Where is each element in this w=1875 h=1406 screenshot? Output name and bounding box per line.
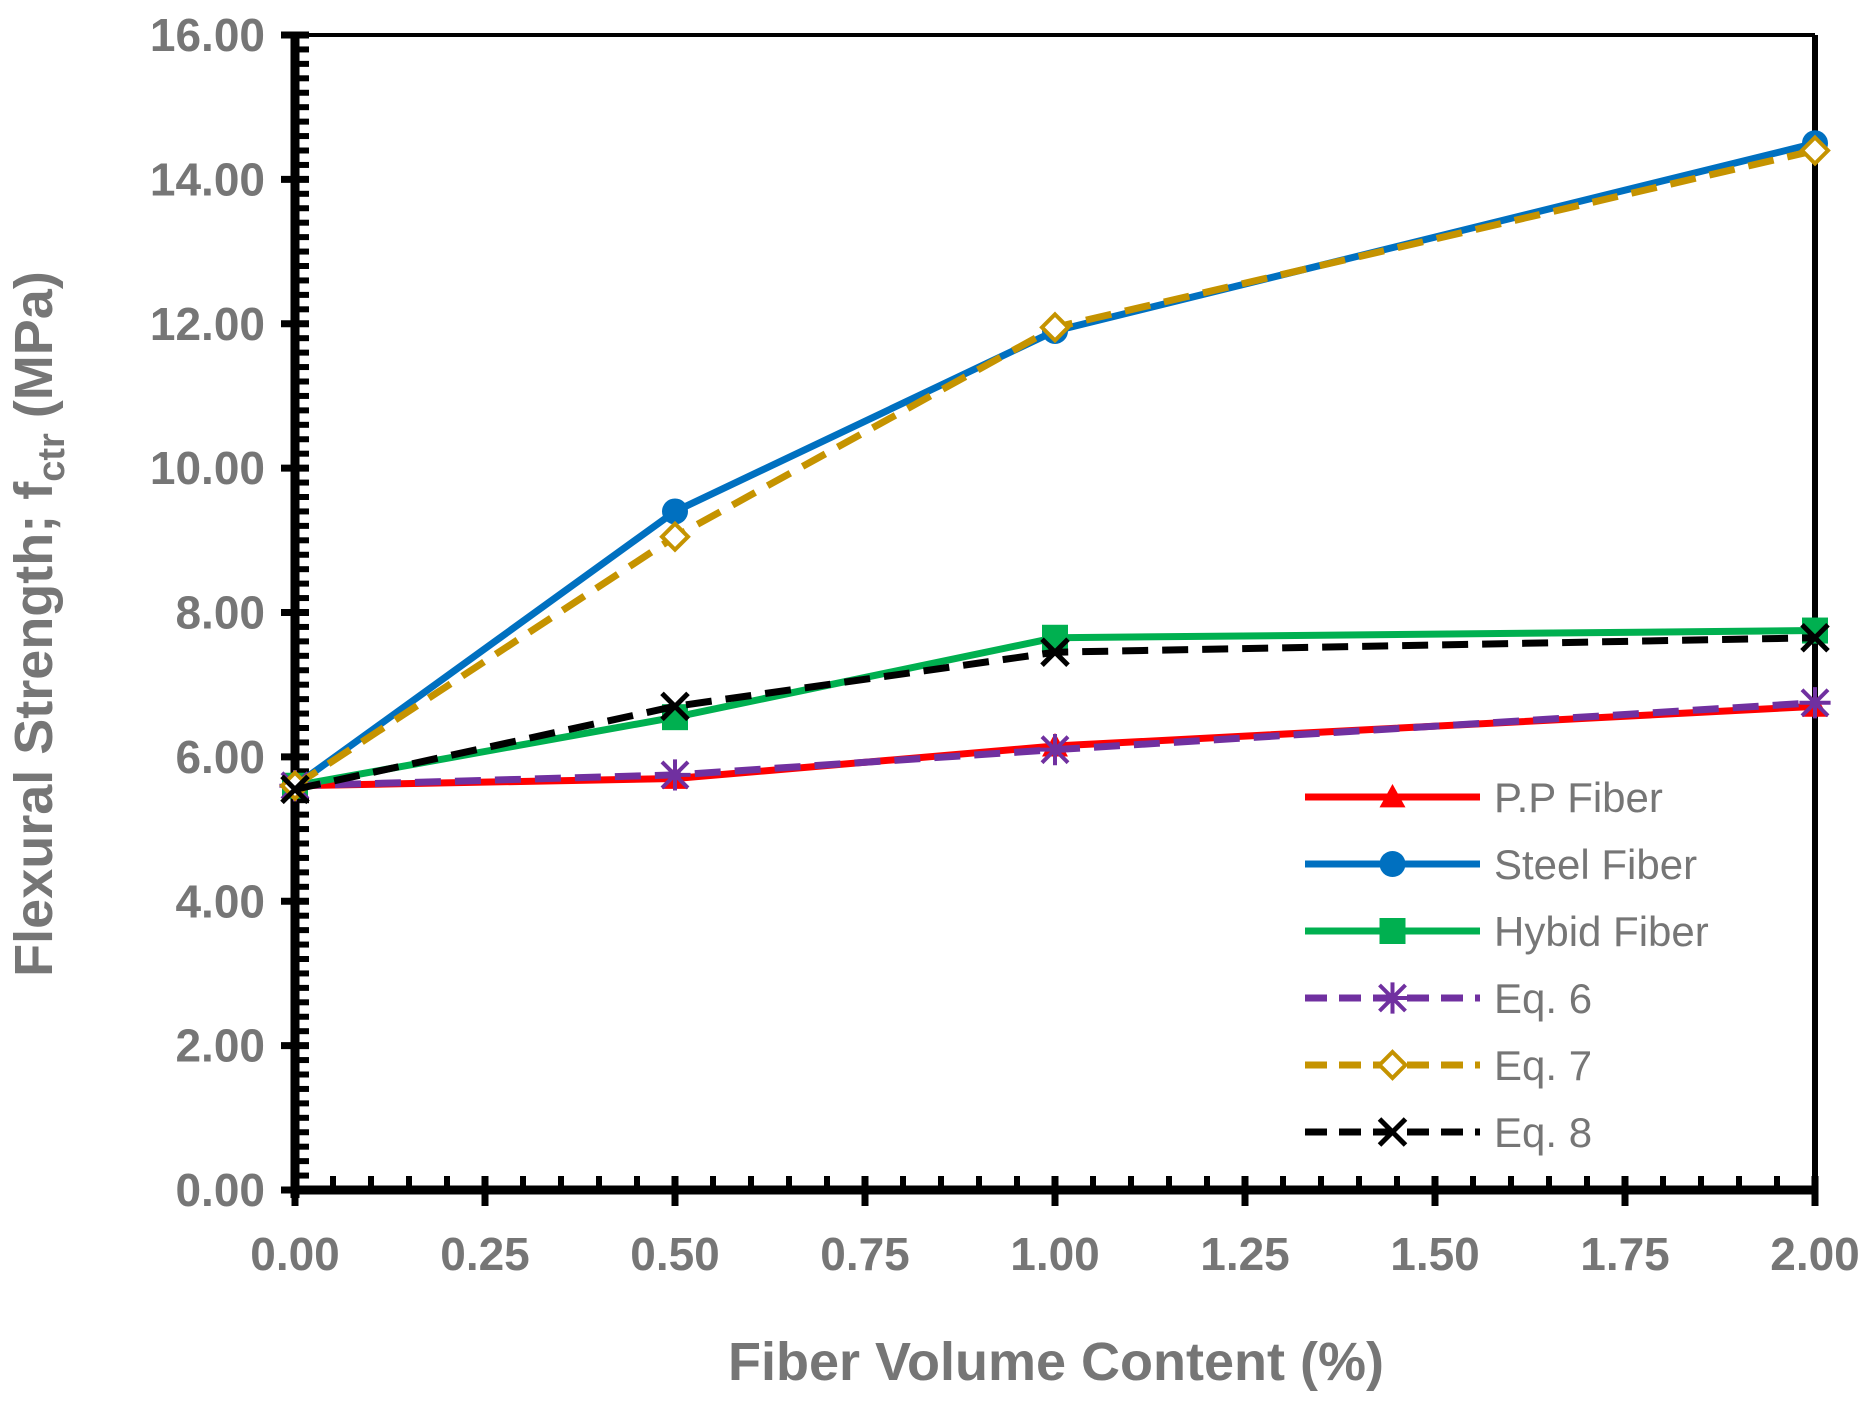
data-point [1800,622,1830,653]
legend-label: P.P Fiber [1494,774,1663,821]
data-point [659,520,691,553]
y-tick-label: 12.00 [150,298,265,350]
x-tick-label: 0.75 [820,1228,910,1280]
y-tick-label: 0.00 [175,1164,265,1216]
x-tick-label: 0.25 [440,1228,530,1280]
x-tick-labels: 0.00 0.25 0.50 0.75 1.00 1.25 1.50 1.75 2.00 [250,1228,1860,1280]
data-point [1799,134,1831,167]
legend: P.P Fiber Steel Fiber Hybid Fiber Eq. 6 Eq. … [1305,774,1709,1156]
data-point [660,691,690,722]
x-tick-label: 1.00 [1010,1228,1100,1280]
y-tick-label: 10.00 [150,442,265,494]
y-tick-label: 4.00 [175,875,265,927]
series-line [292,139,1816,789]
y-tick-label: 6.00 [175,731,265,783]
legend-item: Hybid Fiber [1305,908,1709,955]
series-eq-8 [280,622,1830,805]
y-axis-title-main: Flexural Strength; f [4,481,64,977]
y-tick-label: 14.00 [150,153,265,205]
legend-label: Eq. 8 [1494,1109,1592,1156]
x-tick-label: 1.75 [1580,1228,1670,1280]
x-tick-label: 0.50 [630,1228,720,1280]
legend-label: Hybid Fiber [1494,908,1709,955]
data-point [659,759,691,791]
legend-marker [1379,851,1406,877]
y-tick-label: 16.00 [150,9,265,61]
data-point [1042,624,1068,651]
series-eq-7 [279,134,1831,802]
data-point [280,774,310,805]
legend-item: Eq. 8 [1305,1109,1592,1156]
legend-marker [1377,1117,1408,1147]
legend-label: Eq. 6 [1494,975,1592,1022]
data-point [1039,311,1071,344]
y-tick-label: 8.00 [175,587,265,639]
data-point [1039,734,1071,766]
data-point [1799,687,1831,719]
y-axis-title-subscript: ctr [31,433,73,482]
y-tick-label: 2.00 [175,1020,265,1072]
data-point [662,498,688,525]
x-tick-label: 2.00 [1770,1228,1860,1280]
series-line [293,147,1816,789]
legend-marker [1376,982,1409,1014]
legend-item: Steel Fiber [1305,841,1697,888]
series-line [294,634,1816,793]
series-layer [279,130,1831,805]
x-tick-label: 1.50 [1390,1228,1480,1280]
series-steel-fiber [282,130,1828,799]
series-line [294,699,1816,790]
legend-marker [1379,918,1406,944]
x-tick-label: 1.25 [1200,1228,1290,1280]
y-axis-title-suffix: (MPa) [4,271,64,433]
legend-item: P.P Fiber [1305,774,1663,821]
x-axis-title: Fiber Volume Content (%) [728,1332,1384,1392]
data-point [1040,637,1070,667]
legend-item: Eq. 7 [1305,1042,1592,1089]
plot-frame [290,33,1818,1198]
legend-marker [1376,1049,1409,1081]
y-tick-labels: 0.00 2.00 4.00 6.00 8.00 10.00 12.00 14.00 16.00 [150,9,265,1216]
legend-label: Eq. 7 [1494,1042,1592,1089]
legend-marker [1379,784,1406,808]
y-axis-title: Flexural Strength; fctr (MPa) [4,271,73,977]
x-tick-label: 0.00 [250,1228,340,1280]
legend-label: Steel Fiber [1494,841,1697,888]
legend-item: Eq. 6 [1305,975,1592,1022]
